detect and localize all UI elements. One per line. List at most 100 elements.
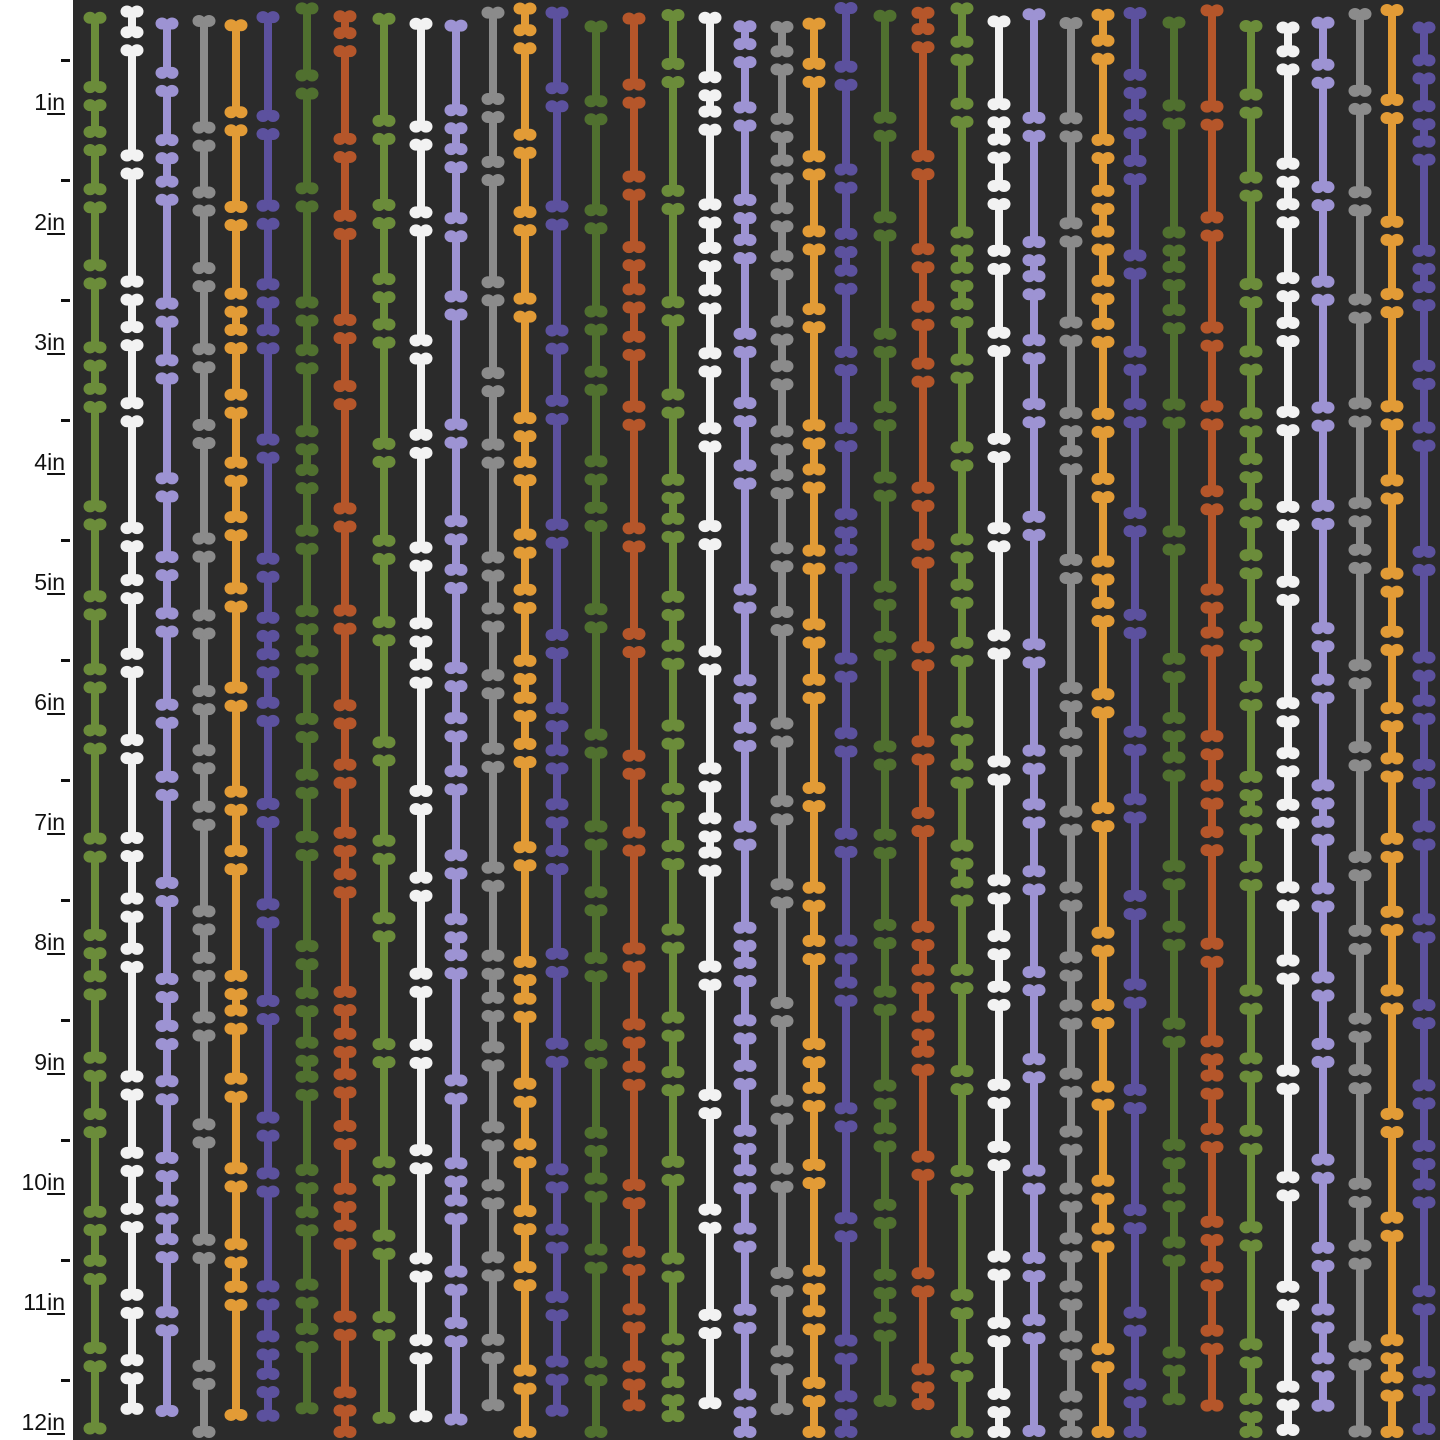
bone	[155, 625, 179, 711]
bone	[987, 1335, 1011, 1400]
bone	[1022, 656, 1046, 757]
bone	[1022, 1071, 1046, 1177]
bone	[1412, 1097, 1436, 1153]
fabric-swatch	[73, 0, 1440, 1440]
bone	[1412, 563, 1436, 664]
bone	[1380, 1389, 1404, 1438]
bone	[333, 717, 357, 771]
bone	[1380, 720, 1404, 765]
bone	[444, 161, 468, 225]
bone	[698, 780, 722, 825]
bone	[802, 799, 826, 894]
bone	[1239, 296, 1263, 358]
bone	[770, 130, 794, 167]
ruler-label-unit: in	[47, 329, 65, 355]
bone	[950, 857, 974, 889]
bone	[1022, 352, 1046, 411]
bone	[120, 1088, 144, 1159]
bone	[120, 1306, 144, 1367]
bone	[661, 9, 685, 70]
ruler-label-number: 6	[34, 689, 48, 715]
bone	[770, 623, 794, 730]
bone	[1412, 118, 1436, 148]
bone	[733, 1182, 757, 1235]
bone	[295, 786, 319, 844]
bone	[584, 473, 608, 514]
bone	[545, 762, 569, 811]
bone	[1276, 216, 1300, 285]
bone	[834, 994, 858, 1115]
bone	[1311, 1171, 1335, 1254]
bone	[873, 758, 897, 841]
bone	[192, 139, 216, 199]
bone	[911, 825, 935, 933]
bone	[1276, 1398, 1300, 1437]
bone	[192, 280, 216, 356]
bone	[622, 540, 646, 640]
bone	[83, 681, 107, 737]
ruler-label-unit: in	[47, 1409, 65, 1435]
bone	[1412, 299, 1436, 372]
bone	[911, 659, 935, 748]
bone	[1380, 923, 1404, 997]
bone	[987, 1158, 1011, 1263]
bone	[733, 1077, 757, 1137]
bone	[622, 1321, 646, 1373]
bone	[1162, 244, 1186, 274]
bone	[409, 1056, 433, 1157]
bone	[444, 122, 468, 156]
bone	[834, 745, 858, 840]
ruler-minor-tick	[61, 1019, 70, 1022]
bone	[1123, 811, 1147, 902]
bone	[1022, 1332, 1046, 1438]
bone	[1239, 823, 1263, 873]
bone	[987, 1268, 1011, 1330]
bone	[513, 474, 537, 541]
bone	[661, 1394, 685, 1423]
bone	[444, 1175, 468, 1207]
bone	[770, 1014, 794, 1107]
bone	[733, 477, 757, 596]
bone	[333, 10, 357, 40]
bone	[1239, 189, 1263, 291]
bone	[545, 218, 569, 337]
bone	[1059, 571, 1083, 695]
bone	[513, 1223, 537, 1274]
bone	[224, 124, 248, 214]
bone	[1348, 1257, 1372, 1353]
bone	[333, 1138, 357, 1195]
bone	[513, 1095, 537, 1151]
ruler-label-number: 9	[34, 1049, 48, 1075]
bone	[295, 623, 319, 658]
bone	[155, 716, 179, 783]
bone	[256, 1298, 280, 1343]
bone	[1162, 938, 1186, 1030]
bone	[802, 168, 826, 238]
bone	[1091, 1240, 1115, 1356]
bone	[481, 294, 505, 380]
bone	[770, 172, 794, 215]
bone	[1123, 996, 1147, 1097]
bone	[1348, 515, 1372, 556]
bone	[770, 896, 794, 1009]
bone	[873, 419, 897, 484]
bone	[155, 569, 179, 620]
bone	[481, 879, 505, 962]
bone	[1348, 1358, 1372, 1438]
bone	[481, 110, 505, 168]
bone	[911, 168, 935, 256]
bone	[256, 342, 280, 446]
bone	[584, 1261, 608, 1369]
bone	[622, 12, 646, 91]
bone	[1091, 52, 1115, 147]
bone	[1311, 900, 1335, 984]
bone	[333, 398, 357, 515]
bone	[873, 846, 897, 932]
bone	[834, 78, 858, 176]
bone	[295, 200, 319, 309]
bone	[622, 767, 646, 839]
bone	[987, 151, 1011, 192]
bone	[802, 1177, 826, 1277]
bone	[83, 742, 107, 845]
bone	[584, 1190, 608, 1256]
